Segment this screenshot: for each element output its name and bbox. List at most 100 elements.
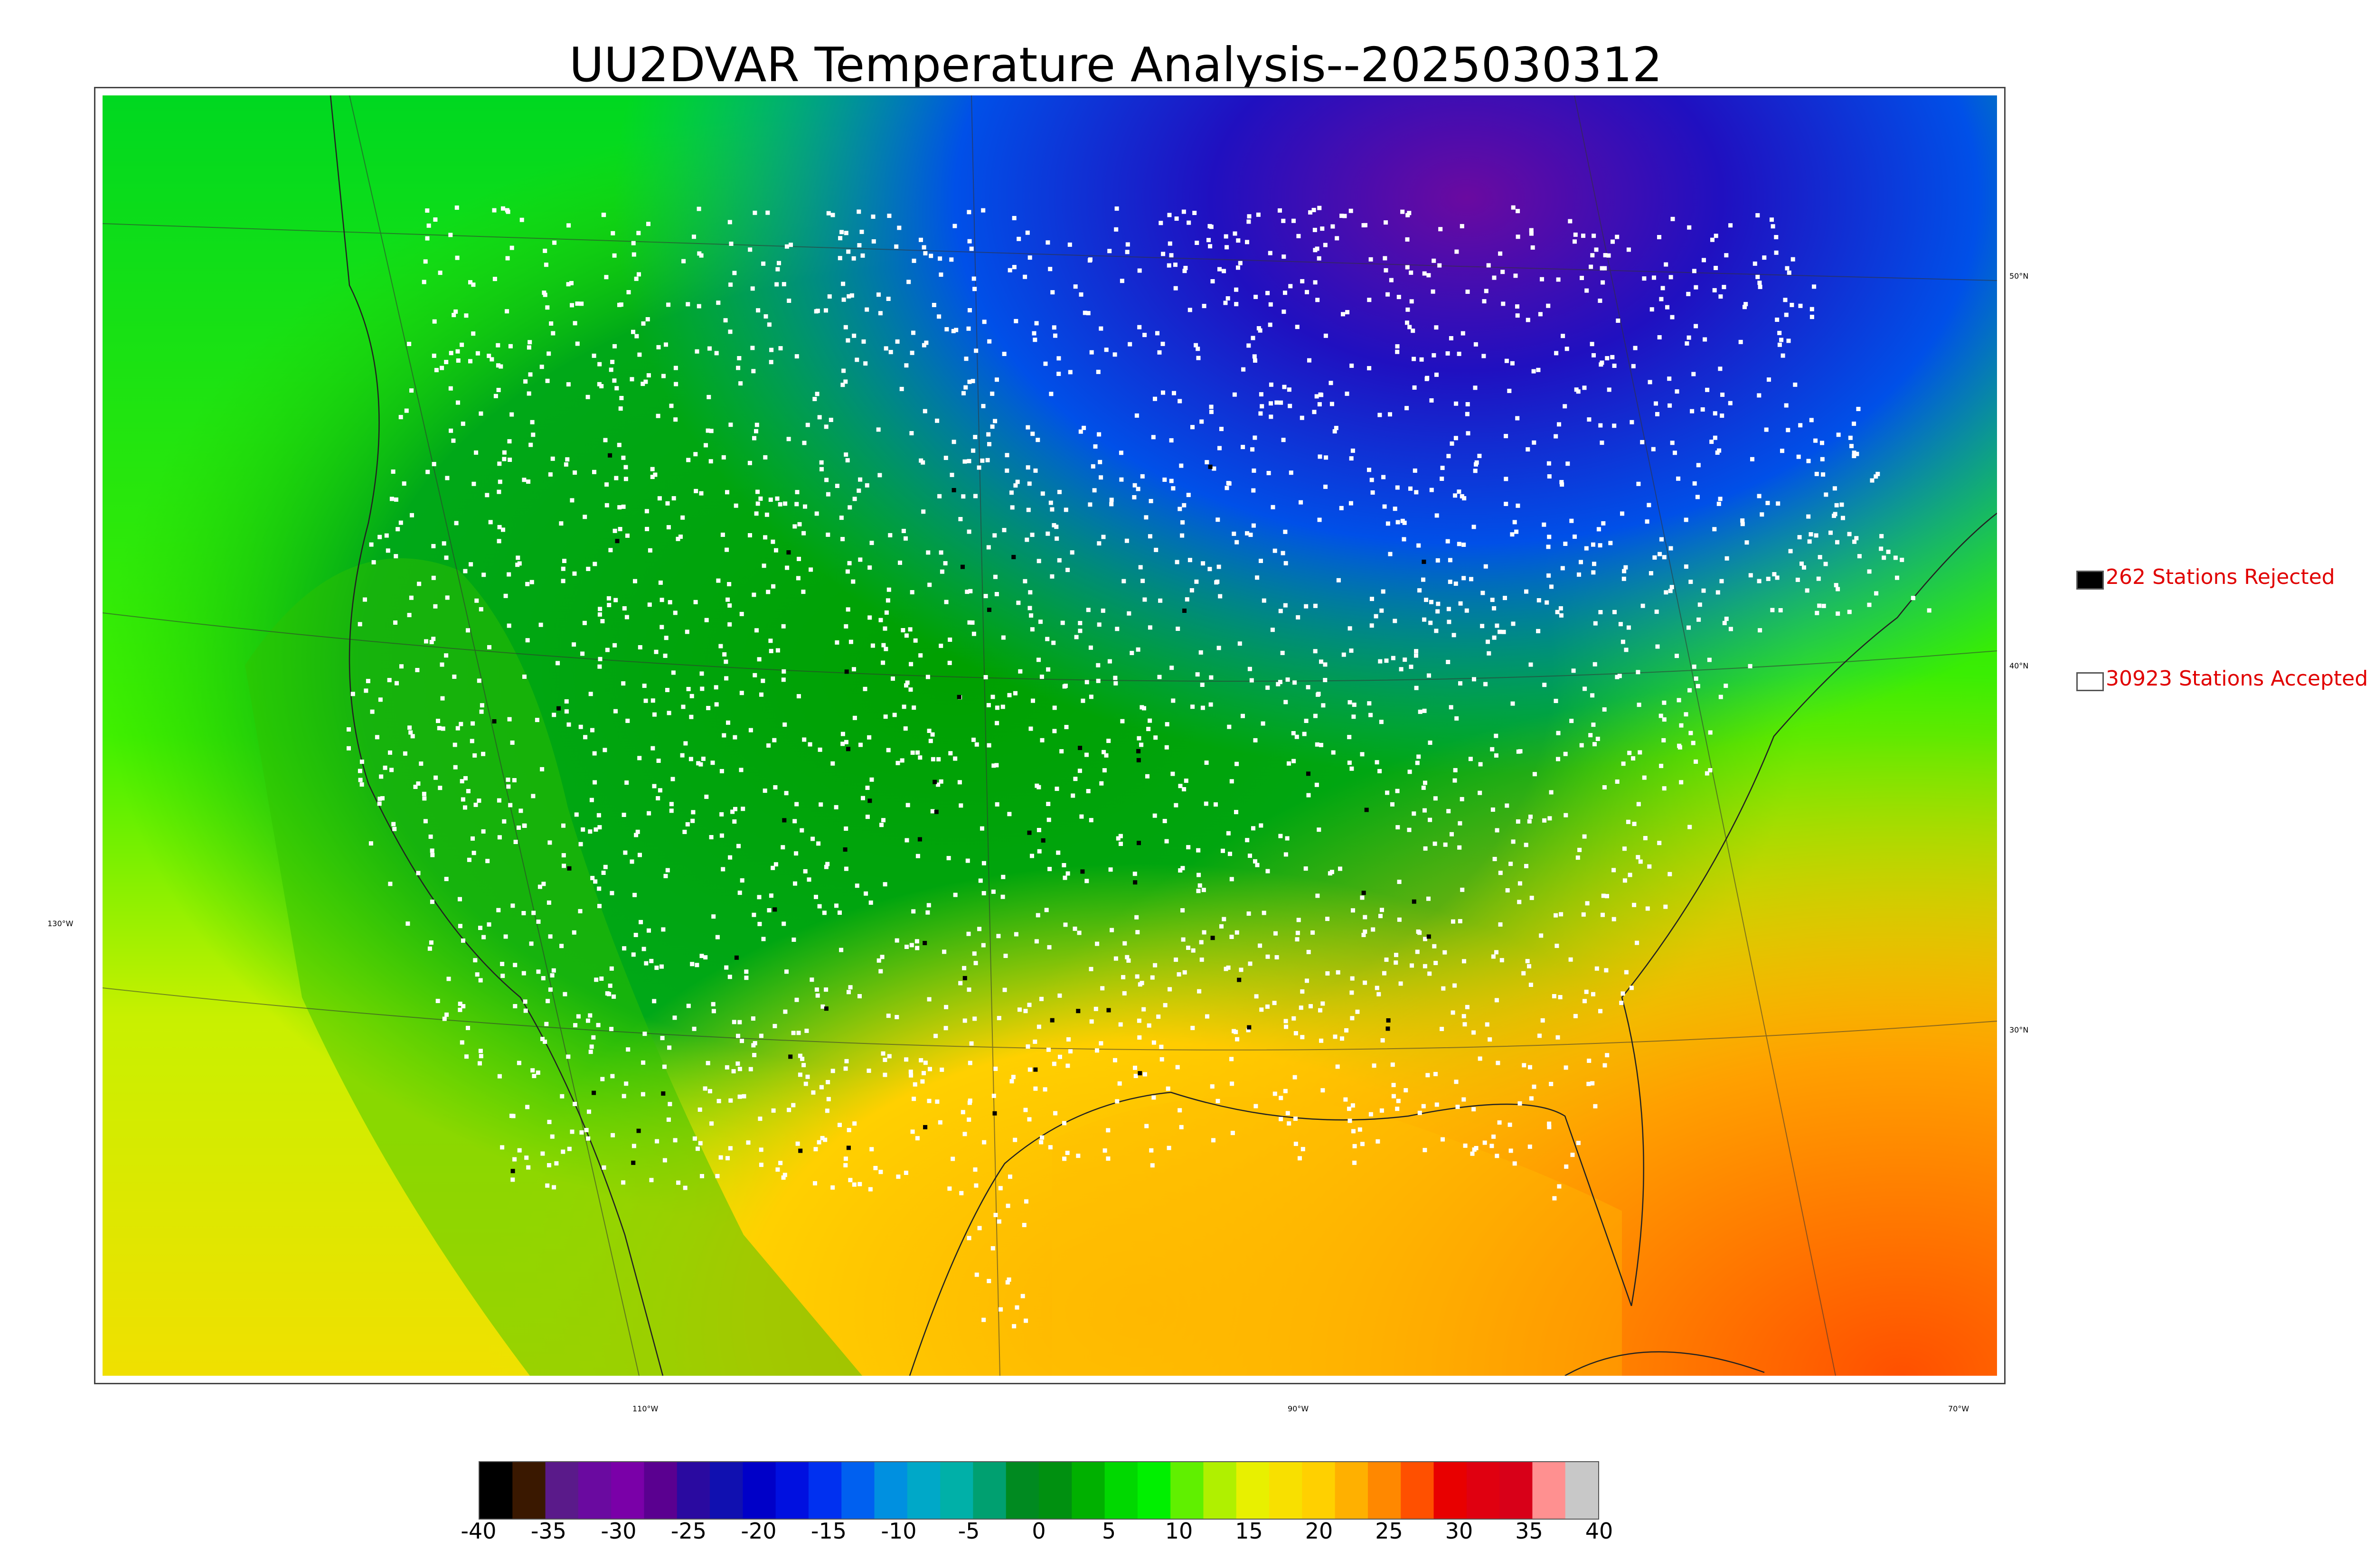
accepted-station-marker — [936, 782, 941, 787]
accepted-station-marker — [1423, 808, 1427, 813]
accepted-station-marker — [1190, 425, 1195, 430]
accepted-station-marker — [1007, 1277, 1011, 1282]
accepted-station-marker — [733, 735, 737, 740]
colorbar-swatch — [1269, 1462, 1303, 1519]
accepted-station-marker — [547, 1119, 552, 1124]
accepted-station-marker — [940, 569, 944, 574]
accepted-station-marker — [1560, 482, 1564, 487]
accepted-station-marker — [1750, 457, 1754, 461]
accepted-station-marker — [1661, 738, 1666, 742]
accepted-station-marker — [1234, 302, 1239, 307]
accepted-station-marker — [935, 418, 940, 423]
accepted-station-marker — [1137, 1035, 1142, 1040]
accepted-station-marker — [1305, 290, 1309, 294]
accepted-station-marker — [1360, 752, 1365, 757]
accepted-station-marker — [583, 735, 588, 740]
accepted-station-marker — [1066, 1037, 1071, 1042]
accepted-station-marker — [1023, 1009, 1028, 1014]
accepted-station-marker — [529, 941, 534, 946]
accepted-station-marker — [1335, 1064, 1340, 1069]
accepted-station-marker — [1159, 1057, 1164, 1061]
accepted-station-marker — [1536, 598, 1541, 602]
accepted-station-marker — [1151, 435, 1156, 440]
accepted-station-marker — [458, 924, 462, 929]
accepted-station-marker — [1357, 1127, 1362, 1132]
accepted-station-marker — [1504, 477, 1508, 481]
accepted-station-marker — [1460, 224, 1464, 228]
accepted-station-marker — [1488, 1037, 1492, 1042]
accepted-station-marker — [1168, 241, 1172, 246]
accepted-station-marker — [814, 309, 819, 314]
accepted-station-marker — [1167, 263, 1171, 268]
accepted-station-marker — [1173, 286, 1178, 291]
accepted-station-marker — [857, 209, 861, 214]
accepted-station-marker — [1291, 731, 1296, 735]
accepted-station-marker — [1587, 1059, 1592, 1063]
colorbar-tick-label: 30 — [1445, 1518, 1473, 1544]
accepted-station-marker — [1612, 364, 1617, 368]
accepted-station-marker — [1828, 530, 1833, 535]
accepted-station-marker — [1632, 902, 1637, 907]
accepted-station-marker — [1268, 302, 1273, 307]
accepted-station-marker — [461, 422, 465, 426]
accepted-station-marker — [1195, 672, 1200, 677]
accepted-station-marker — [995, 802, 999, 807]
accepted-station-marker — [969, 246, 974, 251]
accepted-station-marker — [794, 502, 799, 507]
accepted-station-marker — [943, 1026, 948, 1031]
accepted-station-marker — [1619, 1001, 1624, 1005]
accepted-station-marker — [952, 224, 957, 228]
accepted-station-marker — [1657, 235, 1661, 239]
accepted-station-marker — [612, 643, 617, 648]
accepted-station-marker — [1375, 986, 1379, 990]
rejected-station-marker — [782, 818, 787, 823]
accepted-station-marker — [1576, 1141, 1581, 1145]
accepted-station-marker — [591, 1035, 596, 1040]
accepted-station-marker — [1169, 438, 1174, 443]
accepted-station-marker — [561, 579, 565, 583]
accepted-station-marker — [1276, 682, 1281, 686]
accepted-station-marker — [839, 948, 844, 952]
accepted-station-marker — [1600, 360, 1604, 365]
colorbar-tick-label: -30 — [601, 1518, 637, 1544]
accepted-station-marker — [589, 798, 594, 802]
accepted-station-marker — [1343, 1097, 1348, 1102]
accepted-station-marker — [1065, 568, 1070, 573]
accepted-station-marker — [965, 858, 970, 863]
accepted-station-marker — [1820, 441, 1824, 445]
accepted-station-marker — [1460, 797, 1464, 801]
accepted-station-marker — [537, 884, 542, 889]
accepted-station-marker — [1204, 801, 1208, 806]
accepted-station-marker — [1389, 278, 1394, 282]
accepted-station-marker — [1515, 313, 1520, 318]
accepted-station-marker — [377, 801, 382, 806]
accepted-station-marker — [1020, 1294, 1025, 1298]
accepted-station-marker — [1590, 253, 1595, 258]
accepted-station-marker — [725, 1065, 729, 1070]
accepted-station-marker — [1423, 780, 1427, 785]
accepted-station-marker — [746, 1140, 751, 1145]
accepted-station-marker — [1554, 351, 1559, 356]
accepted-station-marker — [692, 1136, 697, 1141]
accepted-station-marker — [1078, 429, 1083, 434]
accepted-station-marker — [554, 1161, 559, 1166]
accepted-station-marker — [590, 728, 594, 732]
accepted-station-marker — [1089, 1019, 1094, 1024]
accepted-station-marker — [1657, 335, 1662, 339]
accepted-station-marker — [1034, 321, 1039, 326]
accepted-station-marker — [1196, 873, 1201, 877]
temperature-map[interactable] — [94, 87, 2006, 1384]
accepted-station-marker — [472, 753, 477, 758]
accepted-station-marker — [1053, 1111, 1058, 1116]
accepted-station-marker — [477, 678, 481, 683]
accepted-station-marker — [1130, 651, 1134, 655]
accepted-station-marker — [923, 1061, 928, 1065]
accepted-station-marker — [1291, 759, 1296, 763]
accepted-station-marker — [1120, 279, 1124, 283]
accepted-station-marker — [1033, 1039, 1037, 1044]
accepted-station-marker — [1089, 695, 1093, 699]
accepted-station-marker — [1446, 660, 1451, 664]
colorbar-swatch — [1072, 1462, 1105, 1519]
accepted-station-marker — [1675, 389, 1679, 394]
accepted-station-marker — [724, 965, 729, 970]
